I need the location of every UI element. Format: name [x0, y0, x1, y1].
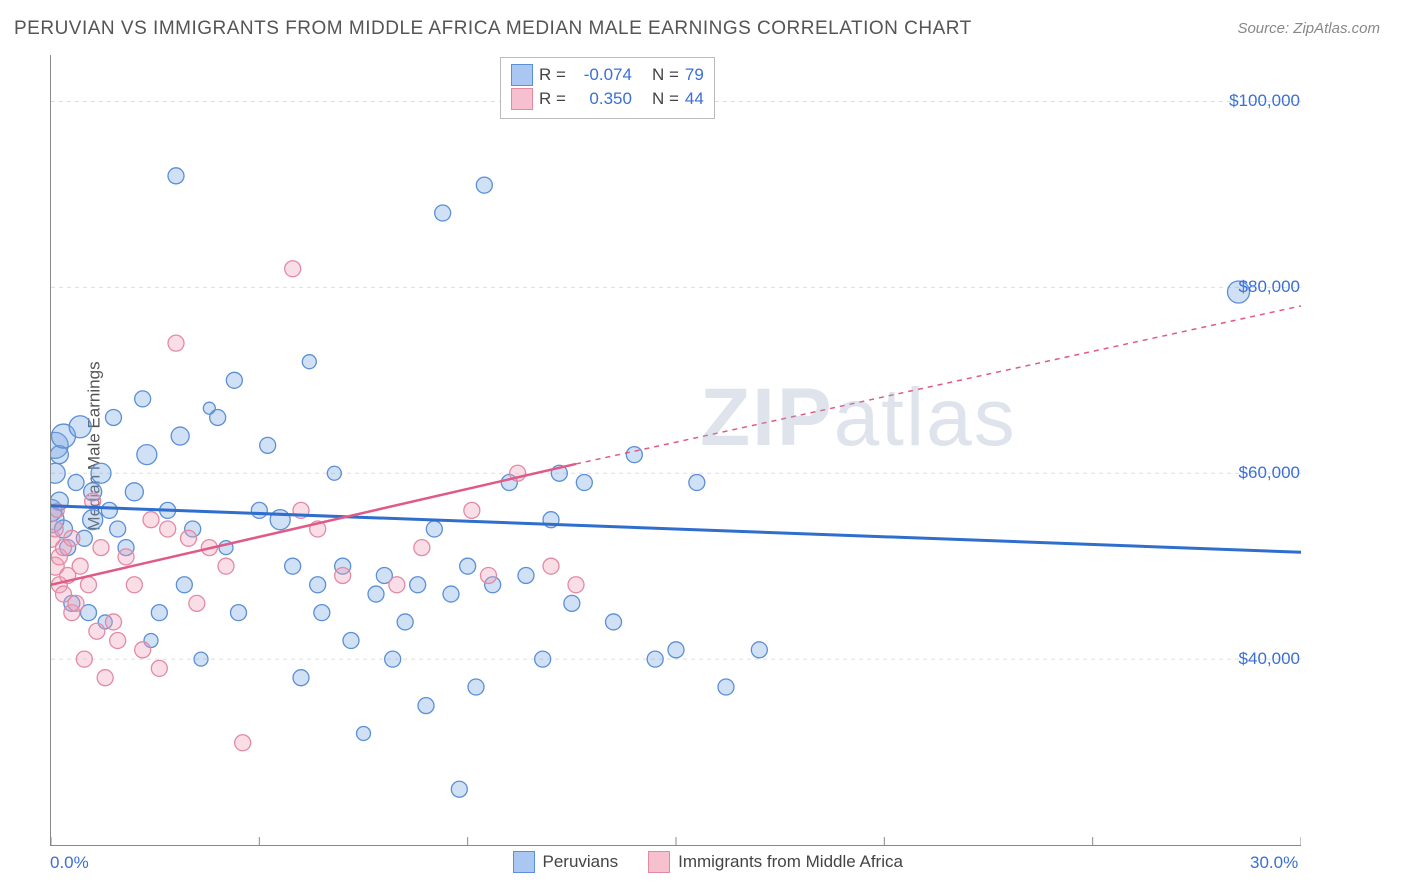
- y-tick-label: $100,000: [1210, 91, 1300, 111]
- y-tick-label: $80,000: [1210, 277, 1300, 297]
- legend-swatch: [511, 64, 533, 86]
- legend-swatch: [511, 88, 533, 110]
- chart-title: PERUVIAN VS IMMIGRANTS FROM MIDDLE AFRIC…: [14, 18, 972, 40]
- x-tick-label: 0.0%: [50, 853, 89, 873]
- legend-stat-row: R =-0.074N =79: [511, 64, 704, 86]
- chart-container: PERUVIAN VS IMMIGRANTS FROM MIDDLE AFRIC…: [0, 0, 1406, 892]
- legend-swatch: [648, 851, 670, 873]
- legend-stat-row: R =0.350N =44: [511, 88, 704, 110]
- legend-item: Immigrants from Middle Africa: [648, 851, 903, 873]
- series-legend: Peruvians Immigrants from Middle Africa: [513, 851, 903, 873]
- legend-item: Peruvians: [513, 851, 619, 873]
- legend-swatch: [513, 851, 535, 873]
- source-label: Source: ZipAtlas.com: [1237, 20, 1380, 37]
- y-tick-label: $60,000: [1210, 463, 1300, 483]
- y-tick-label: $40,000: [1210, 649, 1300, 669]
- scatter-plot: [50, 55, 1301, 846]
- correlation-legend: R =-0.074N =79R =0.350N =44: [500, 57, 715, 119]
- x-tick-label: 30.0%: [1250, 853, 1298, 873]
